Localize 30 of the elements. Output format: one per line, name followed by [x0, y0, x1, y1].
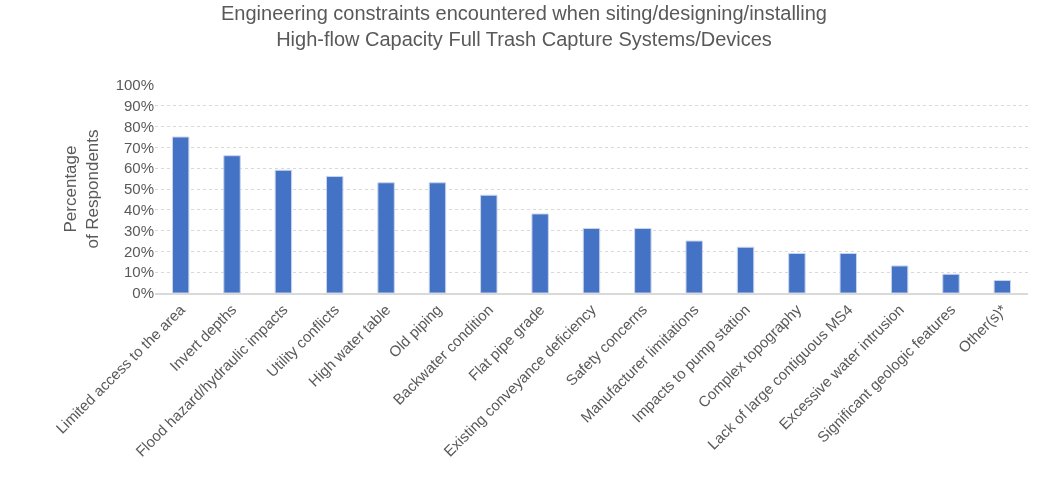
bar: [839, 252, 857, 293]
bar: [274, 169, 293, 293]
y-tick-label: 70%: [123, 138, 154, 156]
y-tick-label: 50%: [123, 180, 154, 198]
chart-title: Engineering constraints encountered when siting/designing/installing High-flow Capacity Full Trash Capture Systems/Devices: [221, 1, 827, 50]
bar: [942, 273, 960, 293]
y-tick-label: 10%: [123, 263, 154, 281]
bar: [685, 240, 703, 293]
bar: [634, 228, 652, 293]
bar: [377, 182, 395, 293]
y-tick-label: 30%: [123, 221, 154, 239]
y-tick-label: 100%: [115, 76, 154, 94]
bar: [480, 194, 498, 293]
y-tick-label: 60%: [123, 159, 154, 177]
bar: [223, 155, 241, 293]
y-tick-label: 40%: [123, 201, 154, 219]
bar: [531, 213, 549, 293]
y-tick-label: 0%: [132, 284, 154, 302]
y-axis-title: Percentage of Respondents: [61, 129, 103, 249]
y-tick-label: 80%: [123, 117, 154, 135]
bar: [428, 182, 447, 293]
bar: [890, 265, 909, 293]
bar: [993, 280, 1012, 293]
bar: [326, 176, 344, 293]
bar: [736, 246, 755, 293]
y-tick-label: 90%: [123, 97, 154, 115]
bar: [582, 228, 601, 293]
bar: [171, 136, 190, 293]
bar: [788, 252, 806, 293]
y-tick-label: 20%: [123, 242, 154, 260]
